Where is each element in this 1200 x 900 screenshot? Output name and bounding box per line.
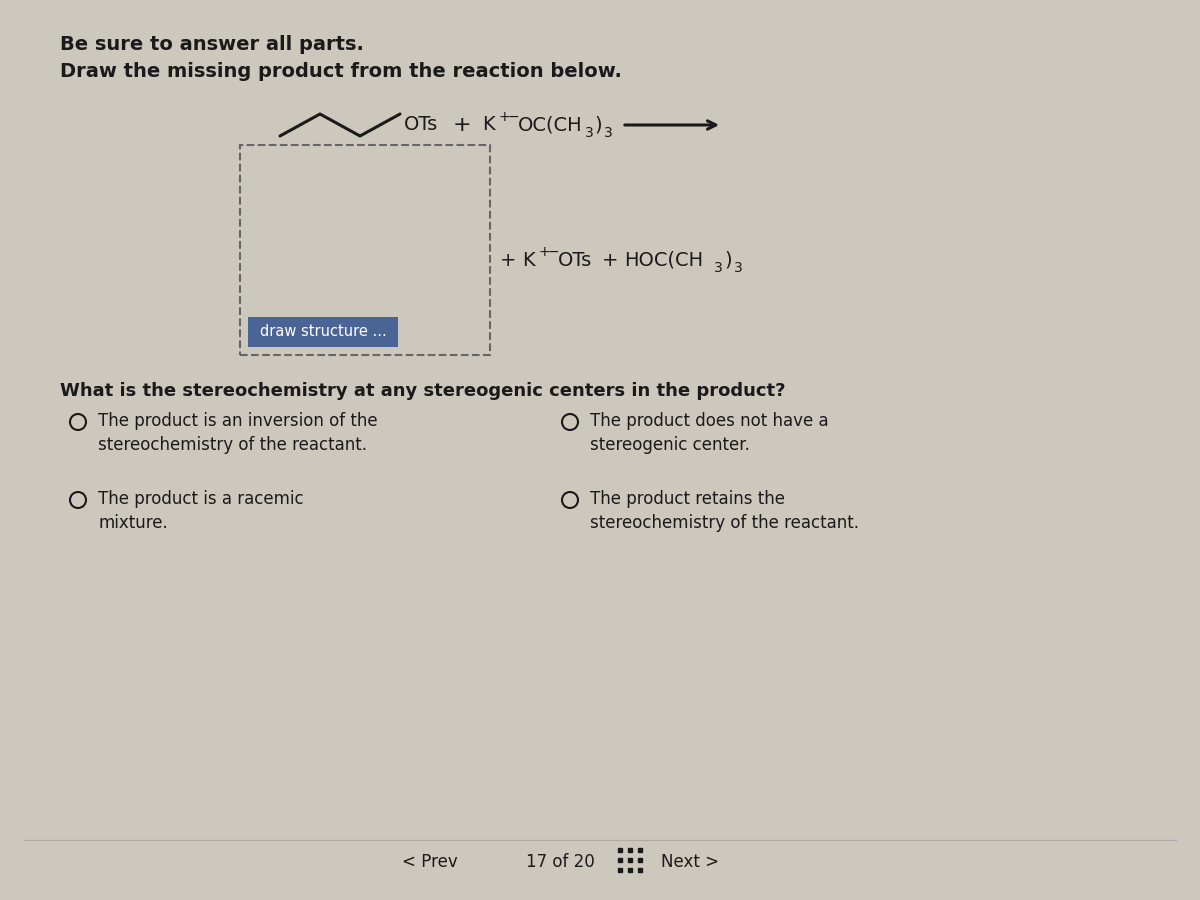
Bar	[240, 145, 490, 355]
Text: stereochemistry of the reactant.: stereochemistry of the reactant.	[98, 436, 367, 454]
Text: OTs: OTs	[558, 250, 593, 269]
Text: The product is an inversion of the: The product is an inversion of the	[98, 412, 378, 430]
Text: Next >: Next >	[661, 853, 719, 871]
Text: The product is a racemic: The product is a racemic	[98, 490, 304, 508]
Bar	[248, 317, 398, 347]
Text: OTs: OTs	[404, 115, 438, 134]
Text: ): )	[724, 250, 732, 269]
Text: 3: 3	[714, 261, 722, 275]
Text: 3: 3	[604, 126, 613, 140]
Text: +: +	[602, 250, 618, 269]
Text: −: −	[508, 110, 520, 124]
Text: +: +	[538, 245, 550, 259]
Text: ): )	[594, 115, 601, 134]
Text: The product does not have a: The product does not have a	[590, 412, 829, 430]
Text: HOC(CH: HOC(CH	[624, 250, 703, 269]
Text: < Prev: < Prev	[402, 853, 458, 871]
Text: OC(CH: OC(CH	[518, 115, 583, 134]
Text: +: +	[498, 110, 510, 124]
Text: 3: 3	[734, 261, 743, 275]
Text: K: K	[482, 115, 494, 134]
Text: stereochemistry of the reactant.: stereochemistry of the reactant.	[590, 514, 859, 532]
Text: stereogenic center.: stereogenic center.	[590, 436, 750, 454]
Text: draw structure ...: draw structure ...	[259, 325, 386, 339]
Text: Be sure to answer all parts.: Be sure to answer all parts.	[60, 35, 364, 54]
Text: 3: 3	[586, 126, 594, 140]
Text: Draw the missing product from the reaction below.: Draw the missing product from the reacti…	[60, 62, 622, 81]
Text: K: K	[522, 250, 535, 269]
Text: +: +	[500, 250, 516, 269]
Text: What is the stereochemistry at any stereogenic centers in the product?: What is the stereochemistry at any stere…	[60, 382, 786, 400]
Text: −: −	[548, 245, 559, 259]
Text: +: +	[452, 115, 472, 135]
Text: mixture.: mixture.	[98, 514, 168, 532]
Text: 17 of 20: 17 of 20	[526, 853, 594, 871]
Text: The product retains the: The product retains the	[590, 490, 785, 508]
